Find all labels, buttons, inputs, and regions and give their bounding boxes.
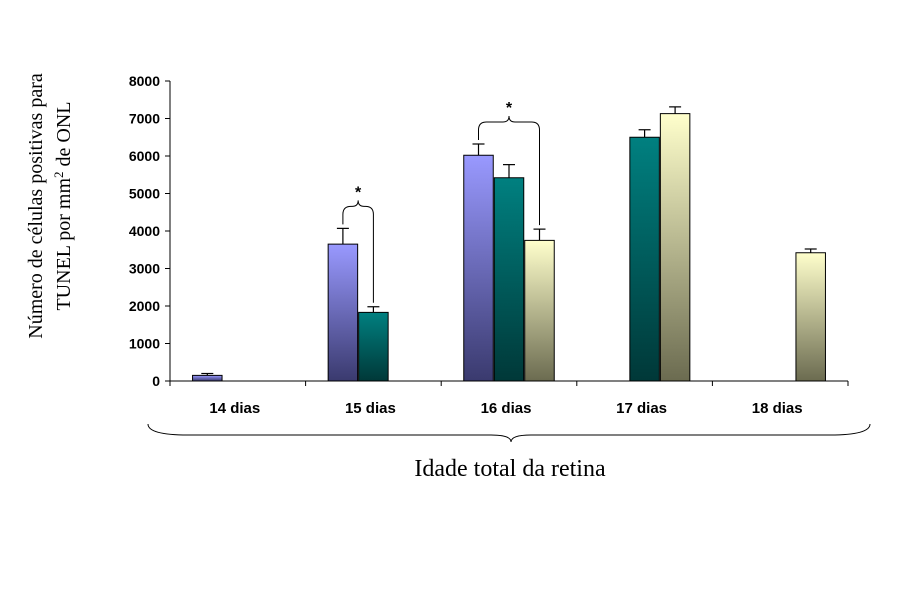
- y-tick-label: 4000: [129, 223, 160, 239]
- y-axis-label: Número de células positivas para TUNEL po…: [25, 73, 75, 339]
- bar: [629, 136, 660, 382]
- bar: [493, 177, 525, 382]
- x-axis-brace: [147, 423, 871, 443]
- bar: [358, 311, 389, 382]
- significance-star: *: [506, 100, 513, 117]
- bar: [659, 113, 691, 382]
- significance-bracket: [342, 200, 374, 303]
- error-bars: [201, 106, 817, 376]
- x-tick-label: 14 dias: [209, 400, 260, 417]
- bar: [463, 154, 494, 382]
- significance-star: *: [355, 184, 362, 201]
- y-tick-label: 7000: [129, 111, 160, 127]
- x-tick-label: 17 dias: [616, 400, 667, 417]
- category-labels: 14 dias 15 dias 16 dias 17 dias 18 dias: [209, 400, 802, 417]
- y-ticks: 0 1000 2000 3000 4000 5000 6000 7000 8000: [129, 73, 170, 389]
- y-tick-label: 5000: [129, 186, 160, 202]
- bar: [795, 252, 826, 382]
- x-tick-label: 15 dias: [345, 400, 396, 417]
- y-tick-label: 6000: [129, 148, 160, 164]
- significance-bracket: [478, 115, 540, 226]
- x-tick-label: 16 dias: [481, 400, 532, 417]
- x-tick-label: 18 dias: [752, 400, 803, 417]
- annotations: **: [342, 100, 540, 303]
- bars: [192, 113, 826, 382]
- y-axis-label-line-1: Número de células positivas para: [25, 73, 47, 339]
- y-tick-label: 2000: [129, 298, 160, 314]
- bar: [192, 374, 223, 382]
- x-axis-label: Idade total da retina: [414, 456, 606, 482]
- bar: [524, 239, 555, 382]
- y-tick-label: 8000: [129, 73, 160, 89]
- y-tick-label: 1000: [129, 336, 160, 352]
- y-axis-label-line-2: TUNEL por mm2 de ONL: [51, 101, 76, 310]
- bar: [327, 243, 359, 382]
- y-tick-label: 0: [152, 373, 160, 389]
- y-tick-label: 3000: [129, 261, 160, 277]
